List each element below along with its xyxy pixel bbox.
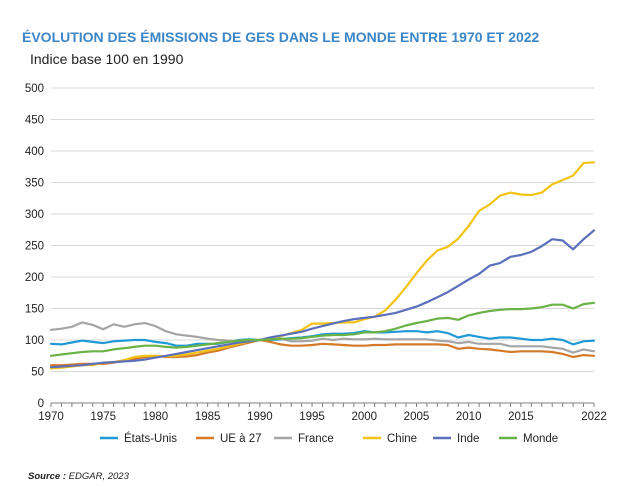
legend-label: France xyxy=(298,433,334,445)
series-line xyxy=(49,229,596,369)
legend-label: Chine xyxy=(387,433,417,445)
y-tick-label: 50 xyxy=(31,367,44,379)
source-text: EDGAR, 2023 xyxy=(68,471,129,482)
y-tick-label: 400 xyxy=(25,146,44,158)
chart-subtitle: Indice base 100 en 1990 xyxy=(30,51,184,67)
x-tick-label: 2000 xyxy=(351,411,377,423)
series-line xyxy=(49,330,596,347)
y-tick-label: 350 xyxy=(25,178,44,190)
axes: 0 50 100 150 200 250 300 350 400 450 500 1970 1975 19… xyxy=(25,83,607,423)
series-lines xyxy=(49,161,596,370)
x-tick-label: 1990 xyxy=(247,411,273,423)
x-tick-label: 2010 xyxy=(456,411,482,423)
y-tick-label: 500 xyxy=(25,83,44,95)
series-line xyxy=(49,161,596,370)
legend-label: Inde xyxy=(457,433,479,445)
gridlines xyxy=(51,87,594,372)
source-label: Source : xyxy=(28,471,67,482)
y-tick-label: 100 xyxy=(25,335,44,347)
legend-label: UE à 27 xyxy=(220,433,262,445)
y-tick-label: 0 xyxy=(38,398,44,410)
y-tick-label: 450 xyxy=(25,115,44,127)
x-tick-label: 2015 xyxy=(508,411,534,423)
y-tick-label: 200 xyxy=(25,272,44,284)
x-tick-label: 2022 xyxy=(581,411,607,423)
legend-label: États-Unis xyxy=(124,432,177,445)
x-tick-label: 1985 xyxy=(195,411,221,423)
chart-title: ÉVOLUTION DES ÉMISSIONS DE GES DANS LE M… xyxy=(22,29,540,45)
x-tick-label: 1995 xyxy=(299,411,325,423)
x-tick-label: 1970 xyxy=(38,411,64,423)
series-line xyxy=(49,338,596,367)
x-tick-label: 1980 xyxy=(143,411,169,423)
legend: États-Unis UE à 27 France Chine Inde Monde xyxy=(100,432,558,445)
x-tick-label: 2005 xyxy=(404,411,430,423)
y-tick-label: 300 xyxy=(25,209,44,221)
series-line xyxy=(49,301,596,357)
y-tick-label: 250 xyxy=(25,241,44,253)
series-line xyxy=(49,321,596,354)
y-tick-label: 150 xyxy=(25,304,44,316)
legend-label: Monde xyxy=(523,433,558,445)
source-note: Source : EDGAR, 2023 xyxy=(28,471,129,482)
x-tick-label: 1975 xyxy=(90,411,116,423)
